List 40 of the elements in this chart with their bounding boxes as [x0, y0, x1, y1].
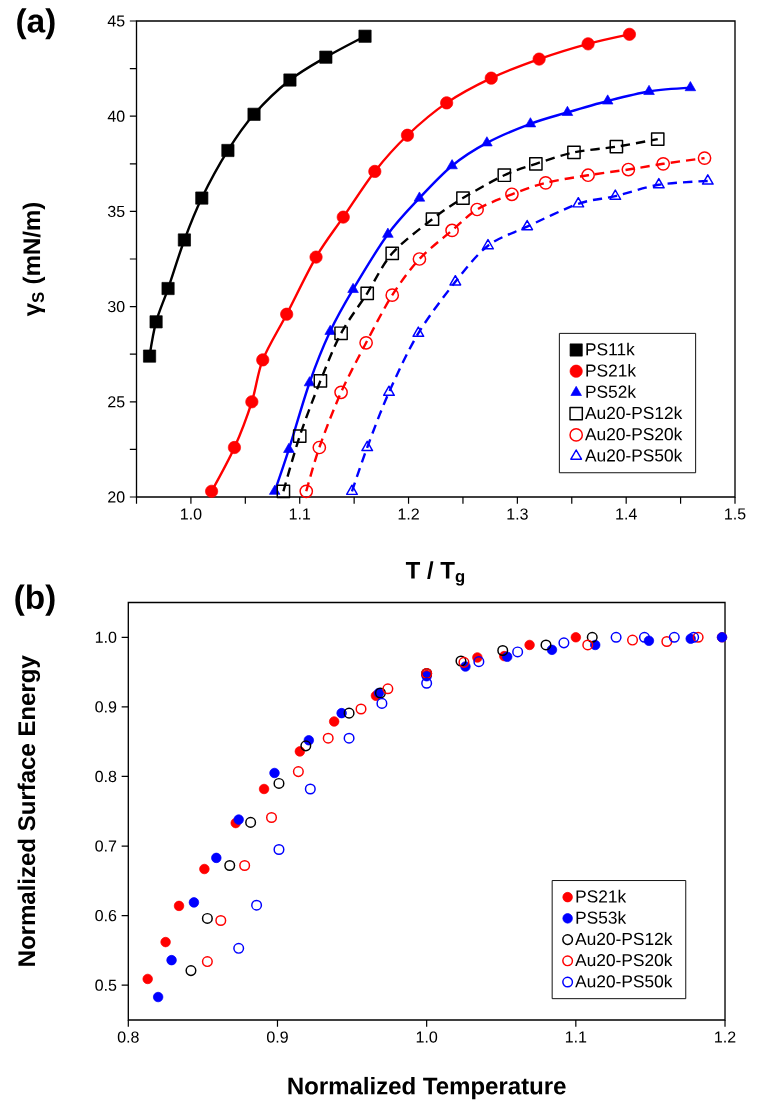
- x-tick-label: 1.1: [289, 508, 311, 520]
- x-tick-label: 1.3: [507, 508, 528, 520]
- y-axis-title: Normalized Surface Energy: [17, 655, 41, 966]
- y-axis-title: γ$_{S}$ (mN/m): [22, 202, 46, 317]
- chart-title: (a): [17, 8, 55, 40]
- y-tick-label: 0.9: [95, 701, 117, 713]
- y-tick-label: 0.5: [95, 979, 117, 991]
- y-tick-label: 0.6: [95, 909, 117, 922]
- y-tick-label: 0.7: [95, 840, 117, 852]
- x-axis-title: Normalized Temperature: [288, 1076, 566, 1100]
- legend-label: Au20-PS20k: [585, 427, 683, 441]
- y-tick-label: 35: [107, 205, 125, 218]
- x-tick-label: 0.8: [117, 1031, 139, 1043]
- x-tick-label: 1.0: [416, 1031, 438, 1043]
- x-tick-label: 1.2: [715, 1031, 736, 1043]
- y-tick-label: 30: [107, 300, 125, 313]
- legend-label: Au20-PS12k: [575, 932, 673, 946]
- x-tick-label: 1.4: [616, 508, 637, 520]
- y-tick-label: 25: [108, 396, 125, 408]
- legend-label: PS11k: [586, 342, 635, 356]
- y-tick-label: 0.8: [95, 770, 117, 783]
- x-tick-label: 1.5: [725, 508, 746, 520]
- chart-title: (b): [15, 584, 55, 616]
- y-tick-label: 45: [107, 15, 125, 27]
- x-tick-label: 1.1: [565, 1031, 587, 1043]
- x-tick-label: 1.0: [181, 508, 202, 520]
- y-tick-label: 1.0: [95, 631, 117, 643]
- legend-label: PS52k: [586, 385, 637, 398]
- legend-label: PS21k: [576, 889, 627, 903]
- legend-label: Au20-PS50k: [575, 974, 673, 988]
- legend-label: Au20-PS12k: [585, 406, 683, 420]
- x-tick-label: 1.2: [398, 508, 419, 520]
- y-tick-label: 40: [107, 110, 125, 122]
- legend-label: Au20-PS50k: [585, 448, 683, 462]
- legend-label: Au20-PS20k: [575, 953, 673, 967]
- legend-label: PS21k: [586, 363, 637, 377]
- legend-label: PS53k: [576, 911, 627, 924]
- x-tick-label: 0.9: [266, 1031, 288, 1043]
- y-tick-label: 20: [108, 491, 125, 503]
- x-axis-title: T / T$_{g}$: [405, 561, 465, 586]
